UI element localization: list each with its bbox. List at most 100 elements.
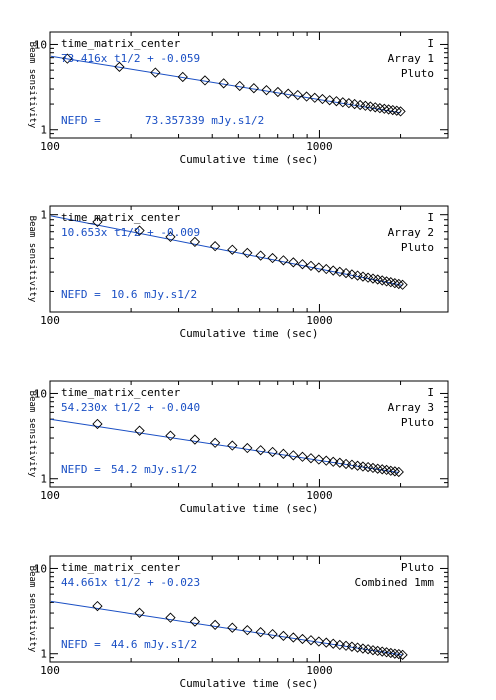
y-axis-label: Beam sensitivity <box>27 391 37 478</box>
info-line-2: Array 1 <box>388 52 434 65</box>
data-point <box>255 250 266 261</box>
data-point <box>177 71 188 83</box>
data-point <box>328 638 339 649</box>
x-tick-label: 1000 <box>306 489 333 502</box>
data-point <box>165 430 176 441</box>
x-tick-label: 100 <box>40 489 60 502</box>
data-point <box>62 53 73 64</box>
chart-panel-3: 100 1000 1 10 time_matrix_center 54.230x t1/2… <box>27 380 449 515</box>
data-point <box>381 276 392 287</box>
data-point <box>381 647 392 658</box>
info-line-3: Pluto <box>401 241 434 254</box>
data-point <box>331 96 342 107</box>
data-point <box>379 103 390 114</box>
data-point <box>385 647 396 659</box>
data-point <box>292 89 303 101</box>
x-axis-label: Cumulative time (sec) <box>179 153 318 166</box>
nefd-label: NEFD = <box>61 288 101 301</box>
data-point <box>313 636 324 647</box>
data-point <box>340 640 352 651</box>
chart-panel-4: 100 1000 1 10 time_matrix_center 44.661x t1/2… <box>27 555 449 690</box>
x-tick-label: 1000 <box>306 140 333 153</box>
y-axis-label: Beam sensitivity <box>27 216 37 303</box>
data-point <box>288 450 299 461</box>
chart-title: time_matrix_center <box>61 561 181 574</box>
data-point <box>283 88 294 99</box>
chart-title: time_matrix_center <box>61 386 181 399</box>
data-point <box>255 627 266 638</box>
info-line-1: I <box>427 211 434 224</box>
data-point <box>346 459 358 470</box>
data-point <box>313 454 324 465</box>
x-axis-label: Cumulative time (sec) <box>179 502 318 515</box>
data-point <box>305 453 317 464</box>
data-point <box>387 104 398 116</box>
data-point <box>165 612 176 623</box>
data-point <box>321 455 332 466</box>
nefd-value: 54.2 mJy.s1/2 <box>111 463 197 476</box>
data-point <box>385 277 396 288</box>
fit-equation: 44.661x t1/2 + -0.023 <box>61 576 200 589</box>
data-point <box>267 628 278 640</box>
data-point <box>189 434 201 445</box>
data-point <box>234 80 245 92</box>
data-point <box>272 86 284 98</box>
x-tick-label: 100 <box>40 140 60 153</box>
nefd-label: NEFD = <box>61 463 101 476</box>
data-point <box>377 275 388 286</box>
info-line-1: I <box>427 386 434 399</box>
fit-line <box>50 55 401 114</box>
data-point <box>340 267 352 279</box>
data-point <box>337 97 348 108</box>
data-point <box>328 456 339 467</box>
x-tick-label: 100 <box>40 664 60 677</box>
data-point <box>134 607 145 618</box>
info-line-3: Pluto <box>401 416 434 429</box>
nefd-value: 73.357339 mJy.s1/2 <box>145 114 264 127</box>
data-point <box>227 622 238 633</box>
fit-line <box>50 215 403 286</box>
data-point <box>278 630 289 642</box>
data-point <box>267 252 278 264</box>
data-point <box>343 98 355 109</box>
fit-line <box>50 418 399 474</box>
data-point <box>218 78 229 89</box>
data-point <box>397 279 408 290</box>
data-point <box>189 616 201 627</box>
data-point <box>297 259 308 270</box>
data-point <box>334 266 345 277</box>
data-point <box>372 645 383 657</box>
chart-panel-2: 100 1000 1 time_matrix_center 10.653x t1/2 +… <box>27 205 449 340</box>
data-point <box>389 278 400 289</box>
data-point <box>328 265 339 276</box>
data-point <box>377 464 388 475</box>
plot-frame <box>49 555 449 663</box>
y-tick-label: 10 <box>34 562 47 575</box>
plot-frame <box>49 205 449 313</box>
y-tick-label: 1 <box>40 209 47 222</box>
data-point <box>309 92 320 103</box>
x-tick-label: 100 <box>40 314 60 327</box>
fit-equation: 73.416x t1/2 + -0.059 <box>61 52 200 65</box>
data-point <box>242 442 253 454</box>
fit-equation: 10.653x t1/2 + -0.009 <box>61 226 200 239</box>
info-line-2: Array 3 <box>388 401 434 414</box>
data-point <box>393 278 404 290</box>
info-line-1: Pluto <box>401 561 434 574</box>
plot-frame <box>49 380 449 488</box>
info-line-1: I <box>427 37 434 50</box>
data-point <box>391 105 402 116</box>
x-axis-label: Cumulative time (sec) <box>179 327 318 340</box>
y-tick-label: 1 <box>40 124 47 137</box>
data-point <box>383 104 394 115</box>
data-point <box>346 269 358 280</box>
y-tick-label: 10 <box>34 387 47 400</box>
data-point <box>297 451 308 462</box>
data-point <box>288 257 299 268</box>
chart-panel-1: 100 1000 1 10 time_matrix_center 73.416x t1/2… <box>27 31 449 166</box>
data-point <box>389 466 400 477</box>
x-tick-label: 1000 <box>306 664 333 677</box>
y-axis-label: Beam sensitivity <box>27 42 37 129</box>
data-point <box>381 464 392 476</box>
